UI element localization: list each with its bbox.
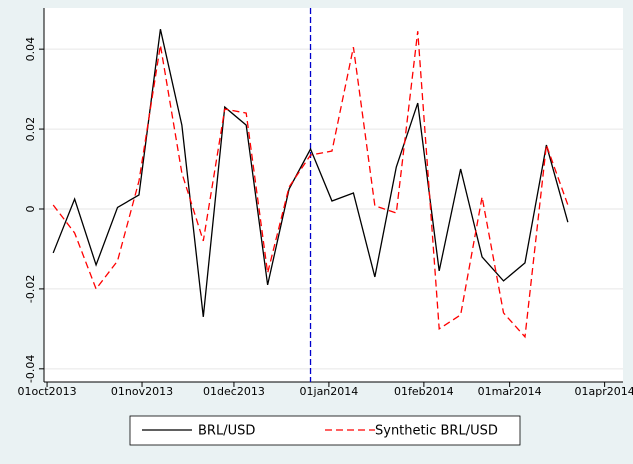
y-tick-label: -0.02 bbox=[24, 275, 37, 303]
y-tick-label: 0 bbox=[24, 205, 37, 212]
x-tick-label: 01jan2014 bbox=[300, 385, 359, 398]
plot-area bbox=[44, 8, 623, 382]
x-tick-label: 01feb2014 bbox=[394, 385, 454, 398]
legend-label: Synthetic BRL/USD bbox=[375, 424, 498, 439]
x-tick-label: 01oct2013 bbox=[18, 385, 77, 398]
y-tick-label: -0.04 bbox=[24, 355, 37, 383]
x-tick-label: 01dec2013 bbox=[203, 385, 265, 398]
series-line bbox=[52, 31, 569, 339]
x-tick-label: 01mar2014 bbox=[478, 385, 542, 398]
legend-label: BRL/USD bbox=[198, 424, 255, 439]
x-tick-label: 01nov2013 bbox=[111, 385, 173, 398]
series-line bbox=[52, 29, 569, 317]
y-tick-label: 0.02 bbox=[24, 117, 37, 142]
y-tick-label: 0.04 bbox=[24, 37, 37, 62]
x-tick-label: 01apr2014 bbox=[574, 385, 633, 398]
